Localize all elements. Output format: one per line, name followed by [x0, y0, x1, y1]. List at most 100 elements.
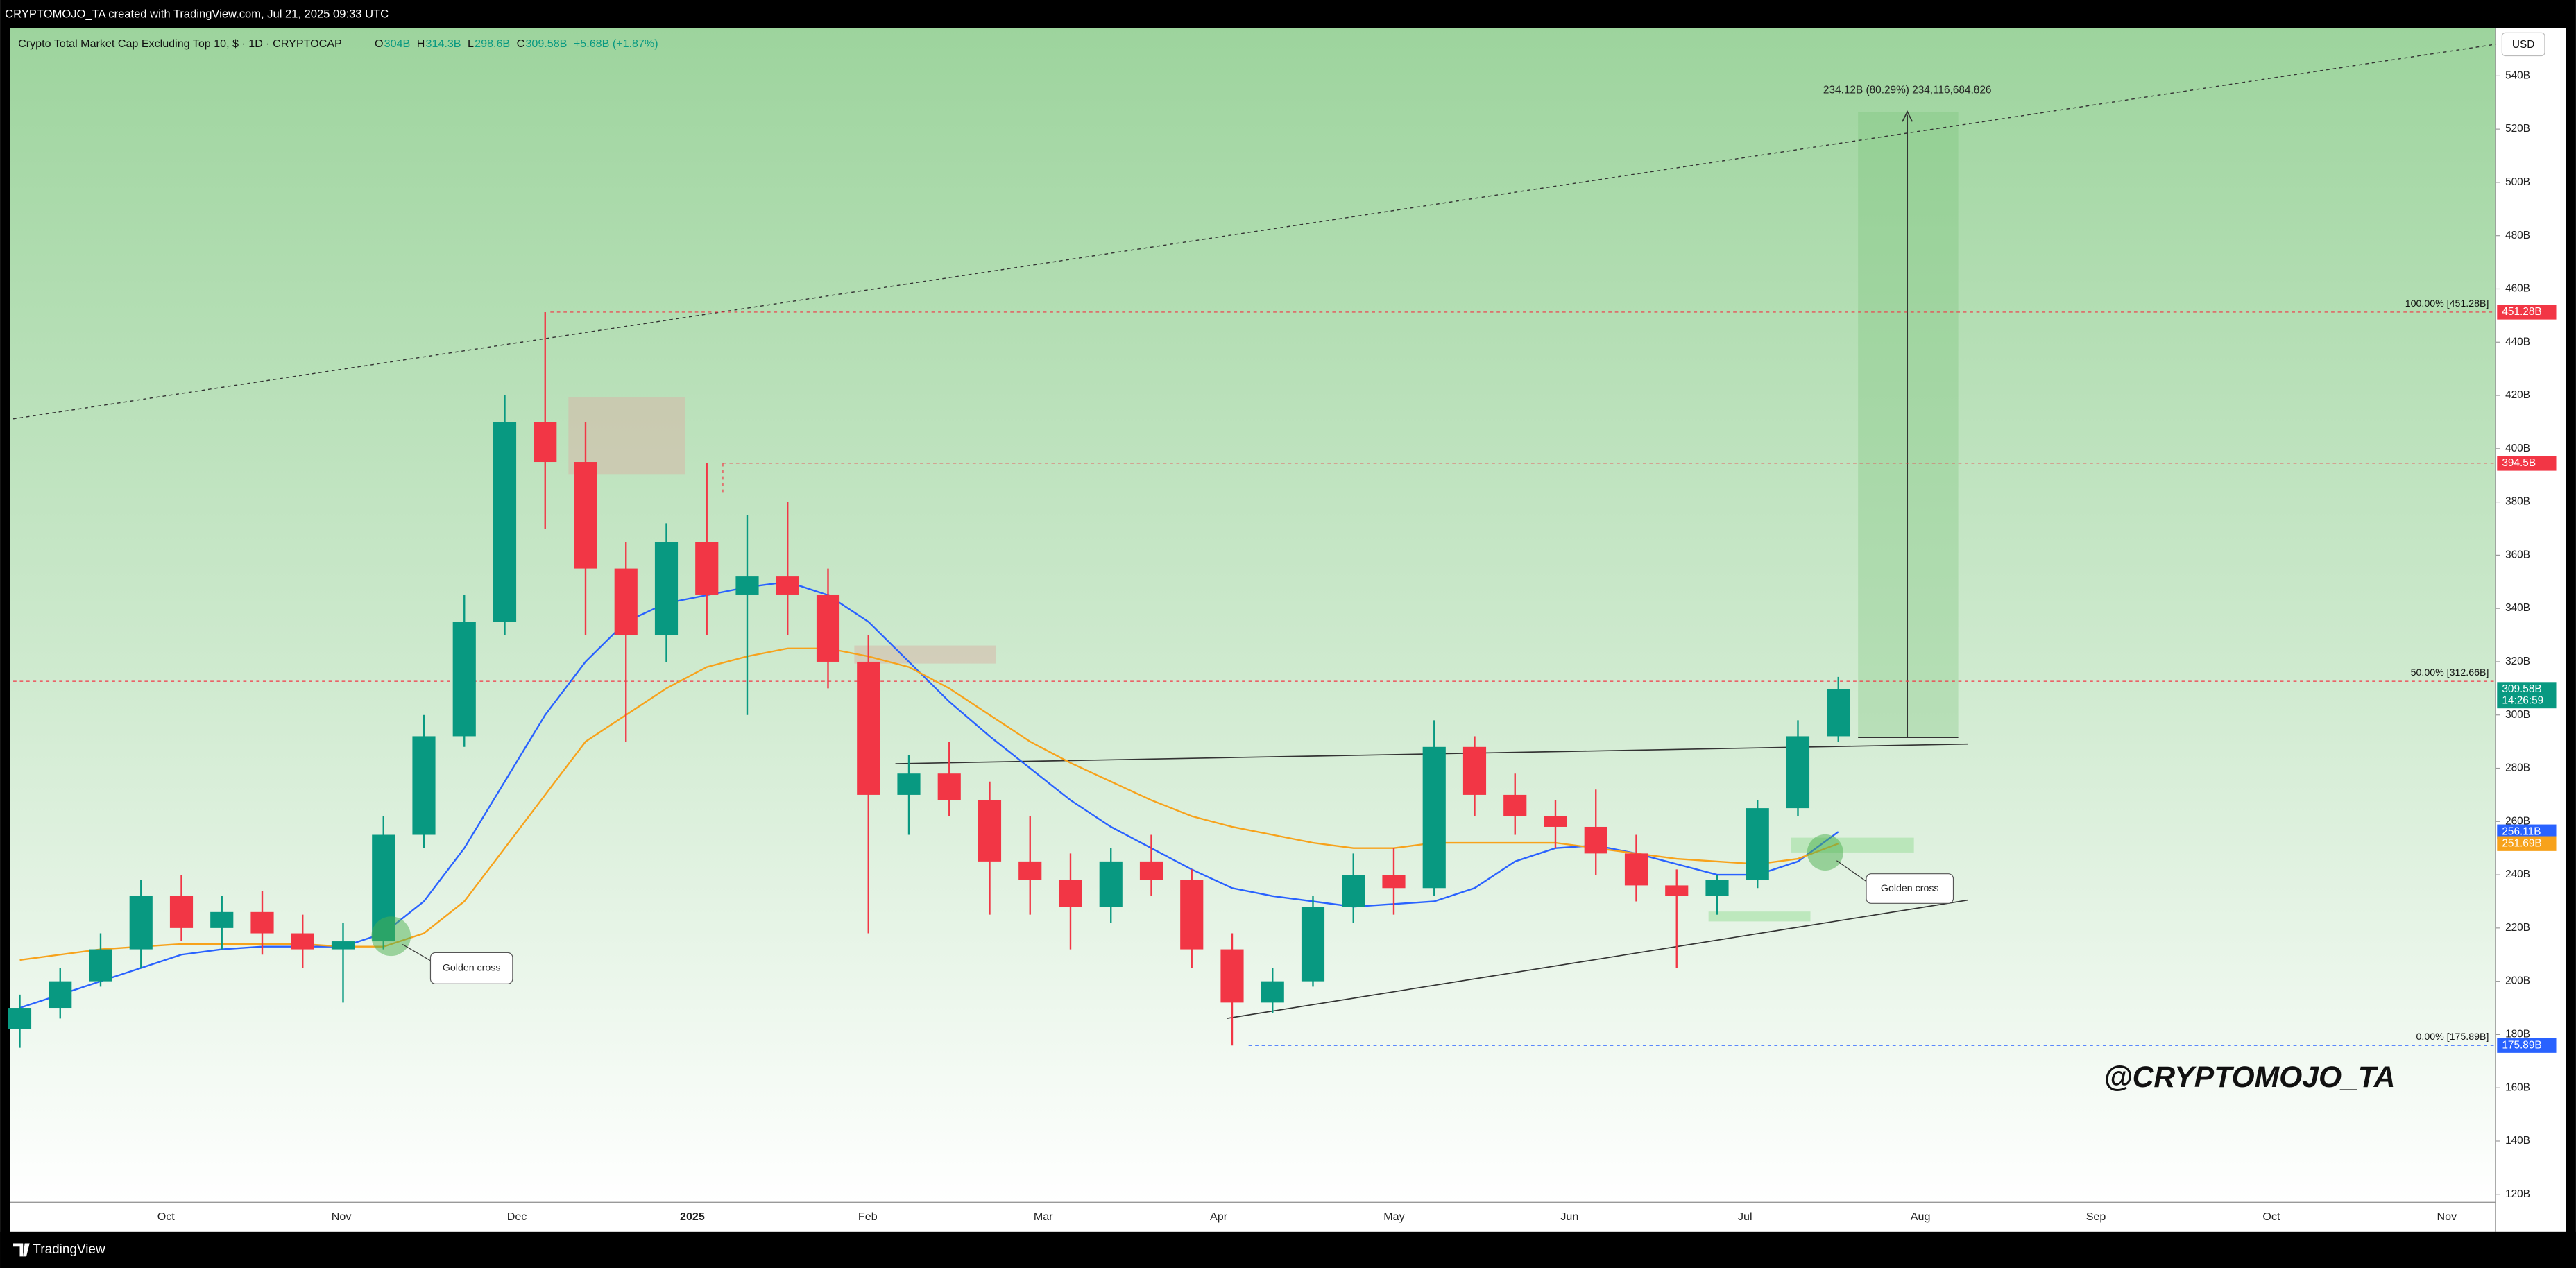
candle-body: [654, 542, 679, 635]
x-tick-label: Feb: [858, 1210, 878, 1223]
y-tick-label: 220B: [2505, 922, 2530, 934]
candle-body: [1180, 880, 1204, 950]
candle-body: [534, 422, 557, 463]
footer-logo: TradingView: [33, 1242, 105, 1257]
price-marker-label: 256.11B: [2502, 825, 2541, 837]
y-tick-label: 240B: [2505, 868, 2530, 880]
candle-body: [1544, 816, 1567, 827]
currency-button[interactable]: [2501, 32, 2545, 57]
chart-title: Crypto Total Market Cap Excluding Top 10…: [18, 37, 342, 50]
y-tick-label: 340B: [2505, 602, 2530, 614]
callout-line: [1836, 860, 1870, 884]
x-tick-label: Apr: [1210, 1210, 1228, 1223]
golden-cross-marker: [371, 916, 411, 957]
legend-value: 298.6B: [475, 37, 510, 50]
series-layer: [8, 311, 2496, 1048]
legend-value: 309.58B: [525, 37, 567, 50]
candle-body: [1786, 736, 1810, 809]
arrow-head: [1902, 110, 1913, 122]
watermark: @CRYPTOMOJO_TA: [2104, 1061, 2395, 1094]
price-marker-label: 451.28B: [2502, 306, 2541, 318]
legend-key: O: [375, 37, 384, 50]
footer-bar: [0, 1231, 2576, 1268]
annotation: Golden cross: [1881, 883, 1939, 894]
callout-line: [402, 944, 434, 963]
candle-body: [1624, 853, 1648, 886]
candle-body: [1665, 885, 1689, 896]
zone-box: [1708, 911, 1811, 922]
support-line: [1227, 899, 1968, 1019]
y-tick-label: 260B: [2505, 815, 2530, 827]
price-marker-label: 309.58B: [2502, 683, 2541, 695]
callout-box: [1866, 873, 1954, 904]
countdown: 14:26:59: [2502, 695, 2543, 707]
x-tick-label: 2025: [680, 1210, 705, 1223]
y-tick-label: 120B: [2505, 1188, 2530, 1200]
candle-body: [1705, 880, 1729, 896]
price-marker: [2497, 836, 2557, 851]
x-tick-label: Aug: [1911, 1210, 1931, 1223]
x-tick-label: Nov: [2437, 1210, 2457, 1223]
candle-body: [331, 941, 355, 950]
legend-key: H: [417, 37, 425, 50]
plot-area: [10, 28, 2496, 1203]
legend-value: 314.3B: [426, 37, 461, 50]
y-tick-label: 420B: [2505, 389, 2530, 401]
candle-body: [1220, 949, 1244, 1003]
price-marker-label: 175.89B: [2502, 1039, 2541, 1051]
callout-box: [429, 952, 513, 984]
legend-change: +5.68B (+1.87%): [574, 37, 658, 50]
zone-box: [568, 397, 685, 475]
candle-body: [574, 462, 597, 569]
x-tick-label: Oct: [157, 1210, 176, 1223]
y-tick-label: 200B: [2505, 975, 2530, 987]
candle-body: [493, 422, 517, 622]
candle-body: [816, 594, 840, 662]
candle-body: [897, 773, 921, 795]
candle-body: [1503, 794, 1527, 816]
candle-body: [1382, 875, 1406, 889]
candle-body: [1261, 981, 1284, 1003]
y-tick-label: 140B: [2505, 1135, 2530, 1147]
x-tick-label: Nov: [332, 1210, 352, 1223]
candle-body: [1301, 907, 1325, 982]
annotation: Golden cross: [443, 963, 501, 974]
candle-body: [89, 949, 112, 982]
candle-body: [937, 773, 961, 800]
candle-body: [1099, 861, 1123, 907]
y-tick-label: 320B: [2505, 656, 2530, 667]
price-marker: [2497, 1038, 2557, 1053]
y-tick-label: 500B: [2505, 176, 2530, 188]
candle-body: [1342, 875, 1365, 907]
y-tick-label: 480B: [2505, 230, 2530, 241]
moving-average: [19, 581, 1839, 1009]
level-label: 50.00% [312.66B]: [2411, 667, 2489, 678]
x-tick-label: Dec: [507, 1210, 527, 1223]
price-marker: [2497, 824, 2557, 839]
candle-body: [776, 576, 799, 595]
candle-body: [1584, 826, 1607, 854]
y-tick-label: 300B: [2505, 709, 2530, 721]
candle-body: [1018, 861, 1042, 880]
candle-body: [614, 568, 638, 635]
y-tick-label: 440B: [2505, 336, 2530, 348]
candle-body: [129, 896, 153, 950]
candle-body: [1827, 689, 1850, 737]
candle-body: [49, 981, 72, 1009]
price-marker-label: 394.5B: [2502, 457, 2536, 469]
x-tick-label: Jul: [1738, 1210, 1752, 1223]
x-tick-label: May: [1383, 1210, 1405, 1223]
legend-value: 304B: [384, 37, 411, 50]
y-tick-label: 540B: [2505, 69, 2530, 81]
candle-body: [978, 800, 1002, 862]
x-tick-label: Mar: [1034, 1210, 1053, 1223]
currency[interactable]: USD: [2512, 39, 2534, 51]
logo-icon: [13, 1243, 30, 1257]
price-marker-label: 251.69B: [2502, 837, 2541, 849]
candle-body: [735, 576, 759, 595]
measure-label: 234.12B (80.29%) 234,116,684,826: [1823, 84, 1992, 96]
y-tick-label: 380B: [2505, 496, 2530, 508]
candle-body: [169, 896, 194, 928]
x-tick-label: Jun: [1560, 1210, 1578, 1223]
